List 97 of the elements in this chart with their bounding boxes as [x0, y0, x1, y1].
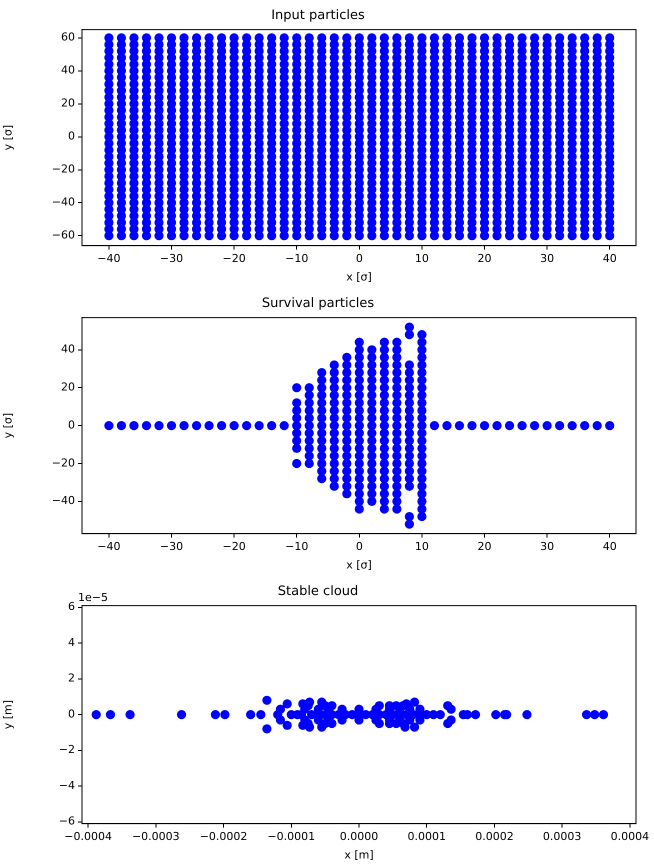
x-tick-label: 0	[356, 252, 363, 266]
point	[242, 33, 252, 42]
y-tick-label: −60	[52, 228, 75, 242]
point	[317, 33, 326, 42]
point	[380, 33, 389, 42]
point	[417, 33, 427, 42]
x-tick-label: 0	[356, 540, 363, 554]
x-tick-label: −30	[160, 252, 184, 266]
x-tick-label: −40	[97, 540, 121, 554]
y-axis-title: y [σ]	[1, 124, 14, 150]
y-tick-label: −20	[52, 456, 75, 470]
y-tick-label: −40	[52, 196, 75, 209]
point	[192, 33, 202, 42]
point	[467, 33, 477, 42]
point	[568, 33, 577, 42]
point	[404, 33, 414, 42]
y-tick-label: 0	[68, 130, 75, 143]
point	[116, 33, 126, 42]
point	[254, 33, 264, 42]
point	[442, 33, 452, 42]
x-tick-label: 0.0000	[340, 830, 378, 844]
x-axis-title: x [σ]	[346, 558, 372, 572]
y-tick-label: 20	[61, 380, 75, 394]
y-axis-title: y [σ]	[1, 412, 14, 438]
y-tick-label: 40	[61, 342, 75, 356]
point	[530, 33, 540, 42]
x-tick-label: 20	[478, 252, 492, 266]
y-tick-label: −2	[58, 743, 75, 756]
y-tick-label: −40	[52, 494, 75, 508]
point	[142, 33, 152, 42]
x-tick-label: 20	[478, 540, 492, 554]
point	[480, 33, 490, 42]
chart-title: Input particles	[271, 8, 366, 24]
point	[542, 33, 552, 42]
point	[154, 33, 164, 42]
text: 1e−5	[78, 590, 108, 604]
point	[129, 33, 139, 42]
x-tick-label: −0.0003	[132, 830, 180, 844]
y-tick-label: −6	[58, 814, 75, 828]
point	[367, 33, 376, 42]
x-tick-label: −10	[285, 540, 308, 554]
x-tick-label: 30	[540, 252, 554, 266]
y-tick-label: 40	[61, 64, 75, 77]
x-tick-label: −0.0002	[200, 830, 248, 844]
y-tick-label: −20	[52, 162, 75, 176]
point	[179, 33, 189, 42]
x-tick-label: −0.0001	[267, 830, 316, 844]
y-tick-label: 60	[61, 30, 75, 44]
point	[392, 33, 402, 42]
x-tick-label: 40	[602, 252, 617, 266]
y-tick-label: 0	[68, 418, 75, 432]
x-tick-label: −20	[222, 252, 246, 266]
x-axis-title: x [σ]	[346, 270, 372, 284]
x-tick-label: −40	[97, 252, 121, 266]
x-tick-label: 0.0001	[407, 830, 446, 844]
y-tick-label: 2	[68, 672, 75, 685]
x-tick-label: 10	[414, 540, 429, 554]
point	[304, 33, 314, 42]
point	[166, 33, 176, 42]
point	[330, 33, 339, 42]
point	[216, 33, 226, 42]
point	[104, 33, 114, 42]
x-axis-title: x [m]	[344, 848, 374, 862]
point	[555, 33, 564, 42]
point	[605, 33, 614, 42]
point	[580, 33, 590, 42]
point	[504, 33, 514, 42]
x-tick-label: 40	[602, 540, 617, 554]
chart-title: Stable cloud	[278, 584, 358, 600]
chart-title: Survival particles	[262, 296, 374, 312]
y-tick-label: 20	[61, 96, 75, 110]
point	[230, 33, 239, 42]
x-tick-label: 30	[540, 540, 554, 554]
point	[492, 33, 502, 42]
point	[204, 33, 214, 42]
x-tick-label: −10	[285, 252, 308, 266]
x-tick-label: −30	[160, 540, 184, 554]
point	[267, 33, 276, 42]
point	[354, 33, 364, 42]
x-tick-label: 0.0004	[610, 830, 650, 844]
y-tick-label: −4	[58, 778, 75, 792]
x-tick-label: 0.0002	[475, 830, 514, 844]
point	[292, 33, 302, 42]
y-tick-label: 4	[68, 636, 75, 649]
y-tick-label: 6	[68, 600, 75, 614]
x-tick-label: 10	[414, 252, 429, 266]
point	[454, 33, 464, 42]
point	[342, 33, 352, 42]
point	[592, 33, 602, 42]
y-tick-label: 0	[68, 707, 75, 720]
point	[517, 33, 527, 42]
point	[280, 33, 289, 42]
point	[430, 33, 440, 42]
x-tick-label: −20	[222, 540, 246, 554]
x-tick-label: −0.0004	[64, 830, 112, 844]
x-tick-label: 0.0003	[542, 830, 582, 844]
y-axis-title: y [m]	[1, 700, 14, 730]
